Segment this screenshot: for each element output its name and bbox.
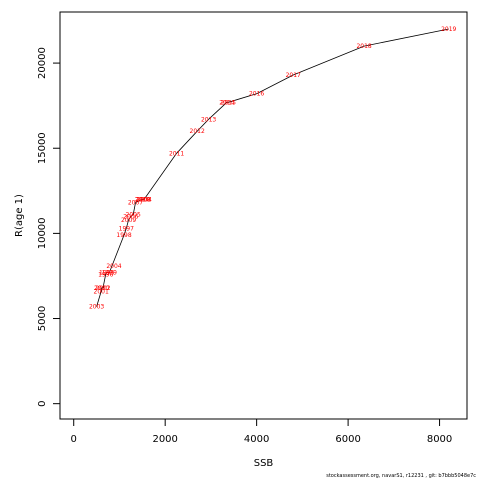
annotation-label: 2004 (106, 263, 121, 270)
point-label: 1996 (98, 271, 113, 278)
x-tick-label: 0 (71, 434, 77, 445)
point-label: 1997 (119, 225, 134, 232)
point-label: 2019 (441, 26, 456, 33)
series-line (96, 28, 449, 307)
point-label: 2013 (201, 116, 216, 123)
x-tick-label: 8000 (427, 434, 452, 445)
point-label: 2001 (94, 288, 109, 295)
point-label: 2007 (128, 200, 143, 207)
point-label: 2002 (95, 285, 110, 292)
point-label: 2017 (286, 72, 301, 79)
point-label: 2005 (126, 212, 141, 219)
x-tick-label: 2000 (152, 434, 177, 445)
point-label: 2015 (221, 99, 236, 106)
x-tick-label: 6000 (335, 434, 360, 445)
footer-caption: stockassessment.org, navarS1, r12231 , g… (326, 473, 476, 479)
point-label: 2016 (249, 91, 264, 98)
point-label: 2004 (137, 196, 152, 203)
point-label: 2012 (190, 128, 205, 135)
point-label: 1998 (116, 232, 131, 239)
x-axis-label: SSB (254, 458, 274, 469)
point-label: 2006 (123, 213, 138, 220)
y-tick-label: 0 (37, 400, 48, 406)
point-label: 2008 (136, 196, 151, 203)
x-tick-label: 4000 (244, 434, 269, 445)
point-label: 2010 (135, 196, 150, 203)
point-label: 2018 (356, 43, 371, 50)
y-tick-label: 5000 (37, 306, 48, 331)
point-label: 1999 (102, 270, 117, 277)
point-label: 2014 (219, 99, 234, 106)
y-axis-label: R(age 1) (14, 194, 25, 237)
point-label: 2000 (94, 285, 109, 292)
plot-frame (59, 11, 468, 420)
point-label: 1995 (99, 270, 114, 277)
point-label: 2011 (169, 150, 184, 157)
y-tick-label: 15000 (37, 132, 48, 164)
point-label: 2003 (89, 304, 104, 311)
point-label: 2009 (121, 217, 136, 224)
y-tick-label: 20000 (37, 47, 48, 79)
y-tick-label: 10000 (37, 217, 48, 249)
